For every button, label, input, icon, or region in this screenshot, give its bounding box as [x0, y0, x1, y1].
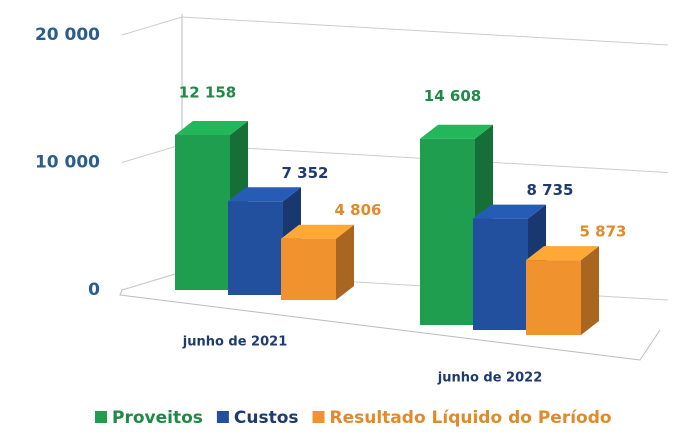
y-tick-label: 0: [88, 280, 100, 300]
bar-front: [175, 134, 230, 290]
legend-label: Custos: [234, 408, 299, 428]
bar: [526, 246, 599, 335]
bar-front: [228, 201, 283, 295]
legend-label: Resultado Líquido do Período: [330, 408, 612, 428]
bar-top: [175, 120, 248, 135]
bar-top: [228, 187, 301, 202]
bar-front: [281, 238, 336, 300]
floor-edge: [119, 289, 661, 361]
legend-swatch: [95, 411, 107, 423]
bar-side: [336, 224, 354, 300]
y-tick-label: 10 000: [35, 153, 100, 173]
value-label: 4 806: [335, 201, 382, 219]
wall-edge: [121, 14, 183, 291]
bar-front: [526, 260, 581, 335]
bar-front: [473, 218, 528, 330]
bar-front: [420, 138, 475, 325]
value-label: 12 158: [179, 83, 236, 101]
bar-top: [281, 224, 354, 239]
bar-top: [473, 204, 546, 219]
bar-side: [581, 246, 599, 335]
legend-swatch: [312, 411, 325, 423]
x-tick-label: junho de 2022: [437, 371, 543, 386]
grid-line: [121, 16, 669, 46]
value-label: 7 352: [282, 164, 329, 182]
x-tick-label: junho de 2021: [182, 335, 288, 350]
bar-top: [420, 124, 493, 139]
legend-label: Proveitos: [112, 408, 203, 428]
y-tick-label: 20 000: [35, 25, 100, 45]
bar-top: [526, 246, 599, 261]
legend-swatch: [216, 411, 229, 423]
value-label: 8 735: [527, 181, 574, 199]
bar: [281, 224, 354, 300]
value-label: 14 608: [424, 87, 481, 105]
value-label: 5 873: [580, 223, 627, 241]
